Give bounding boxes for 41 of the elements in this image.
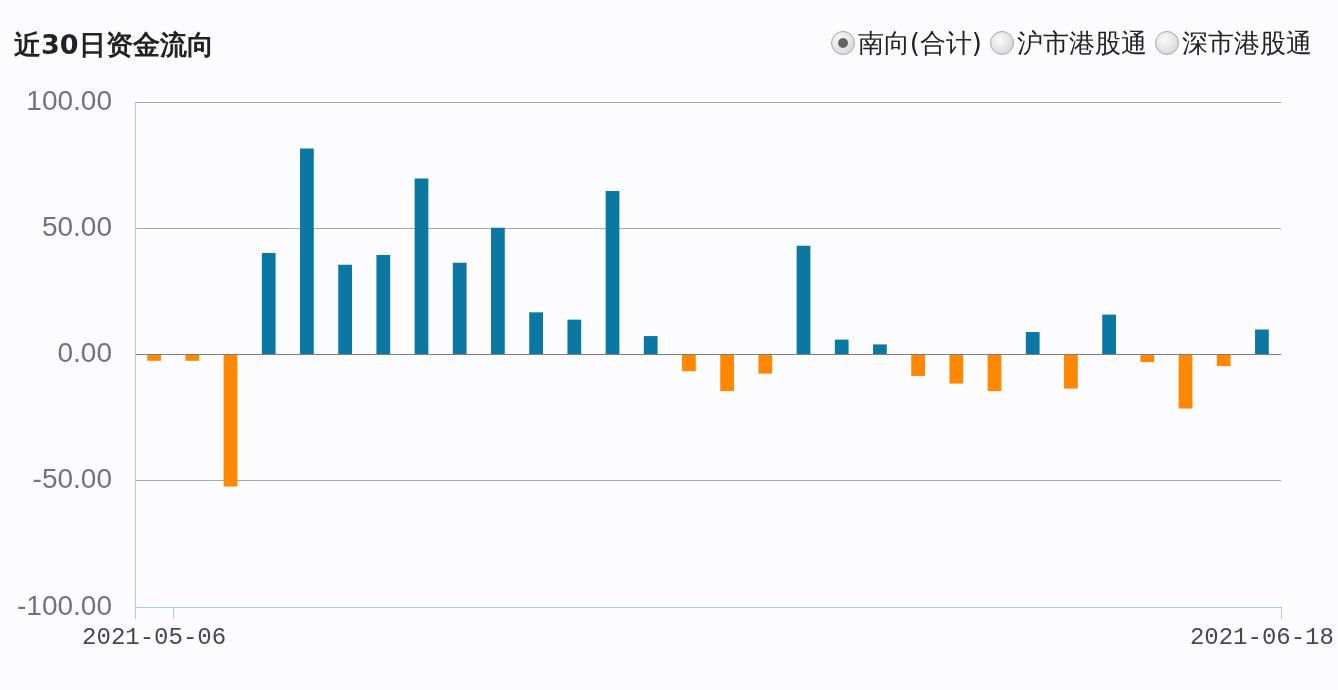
bar	[796, 245, 811, 354]
bar	[1025, 332, 1040, 354]
bar	[834, 339, 849, 354]
x-tick-label: 2021-06-18	[1189, 623, 1334, 651]
bar	[185, 355, 200, 361]
bar	[1102, 314, 1116, 354]
bar	[720, 355, 734, 392]
x-tick-label: 2021-05-06	[82, 623, 227, 651]
y-tick-label: 0.00	[57, 337, 112, 369]
bar	[1178, 355, 1193, 409]
y-tick-label: 100.00	[26, 84, 112, 116]
bar	[452, 262, 467, 354]
bar	[1255, 329, 1269, 354]
bar	[987, 355, 1002, 392]
y-tick-label: 50.00	[41, 210, 112, 242]
y-tick-label: -50.00	[32, 463, 112, 495]
bar	[911, 355, 925, 376]
text: 沪市港股通	[1017, 27, 1147, 60]
bar	[873, 344, 887, 354]
bar	[491, 227, 505, 354]
bar	[223, 355, 238, 487]
bar	[261, 253, 276, 354]
bar	[643, 336, 658, 354]
bar	[1216, 355, 1231, 367]
text: 南向(合计)	[857, 27, 982, 60]
bar	[147, 355, 161, 361]
chart-title: 近30日资金流向	[14, 28, 214, 62]
bar	[300, 148, 314, 354]
bar	[414, 178, 429, 354]
text: 深市港股通	[1182, 27, 1312, 60]
bar	[1140, 355, 1155, 363]
bar	[567, 319, 582, 354]
bar	[758, 355, 773, 374]
bar	[529, 312, 543, 354]
y-tick-label: -100.00	[17, 589, 112, 621]
bar	[949, 355, 964, 384]
bar	[1064, 355, 1078, 389]
bar	[338, 264, 352, 354]
bar	[376, 255, 391, 354]
bar	[605, 190, 620, 354]
bar	[682, 355, 696, 372]
